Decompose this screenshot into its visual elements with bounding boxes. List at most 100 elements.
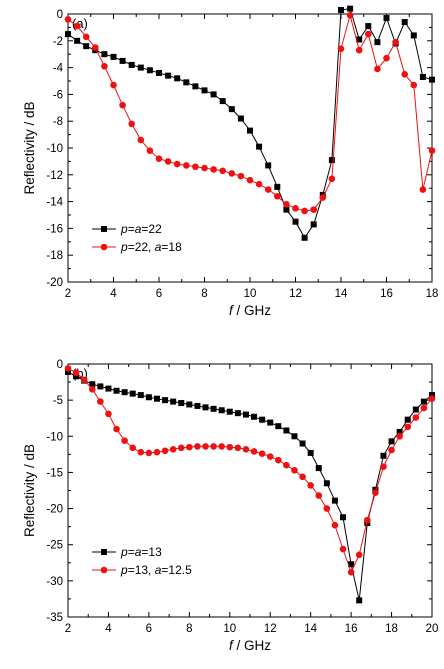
data-point [328,175,336,183]
data-point [283,427,290,434]
data-point [119,101,126,109]
data-point [250,448,258,455]
data-point [201,87,208,94]
data-point [419,73,426,80]
data-point [72,369,80,376]
data-point [210,166,217,173]
data-point [347,568,355,576]
x-tick-label: 16 [345,623,358,635]
data-point [145,449,153,457]
y-tick-label: -8 [53,116,63,128]
x-tick-label: 12 [289,288,302,300]
y-tick-label: -25 [46,540,63,552]
data-point [186,401,193,408]
data-point [301,234,308,241]
data-point [380,463,387,470]
data-point [226,408,233,415]
data-point [129,390,136,397]
data-point [174,75,181,82]
data-point [404,423,412,431]
data-point [396,428,403,435]
data-point [129,444,137,452]
data-point [310,206,318,213]
data-point [201,164,208,172]
x-tick-label: 10 [223,623,236,635]
data-point [283,200,290,208]
data-point [153,395,160,402]
data-point [218,443,225,450]
data-point [80,376,88,384]
data-point [355,46,363,54]
legend-label: p=a=13 [120,545,162,559]
data-point [219,98,226,105]
x-tick-label: 20 [426,623,439,635]
data-point [137,448,145,456]
data-point [234,444,242,452]
data-point [420,404,428,412]
x-tick-label: 2 [65,623,71,635]
data-point [328,157,335,164]
data-point [121,437,128,444]
data-point [210,405,217,412]
data-point [128,61,135,68]
data-point [74,37,81,44]
data-point [83,43,90,50]
y-tick-label: 0 [57,359,63,371]
chart-panel-1: 2 4 6 8 10 12 14 16 18 0 -2 -4 -6 -8 -10 -12 -14 -16 -18 -2… [22,5,438,318]
data-point [121,389,128,396]
data-point [65,368,71,375]
y-tick-label: -2 [53,36,63,48]
data-point [310,221,317,228]
data-point [291,433,298,440]
legend-entry-2: p=22, a=18 [92,240,182,254]
data-point [355,551,363,559]
data-point [365,30,372,38]
data-point [274,183,281,190]
legend-entry-1: p=a=13 [92,545,162,559]
y-tick-label: -15 [46,467,63,479]
x-tick-label: 8 [201,288,207,300]
data-point [228,170,236,177]
data-point [137,136,145,144]
data-point [428,395,436,402]
y-tick-label: -5 [53,395,63,407]
y-tick-label: -14 [46,197,63,209]
data-point [194,402,201,409]
data-point [192,163,199,171]
data-point [299,440,306,447]
data-point [218,407,225,414]
data-point [429,76,435,83]
data-point [101,62,108,70]
legend-marker [100,243,108,251]
data-point [340,514,347,521]
data-point [307,449,314,456]
data-point [338,6,344,13]
data-point [219,167,226,175]
y-tick-label: -10 [46,431,63,443]
y-tick-label: -4 [53,63,64,75]
data-point [64,365,72,372]
data-point [242,411,249,418]
data-point [380,452,387,459]
data-point [299,473,306,481]
x-axis-label: f / GHz [229,303,271,318]
data-point [251,413,258,420]
data-point [92,44,99,51]
data-point [348,561,355,568]
data-point [153,448,161,456]
data-point [275,423,282,430]
series-1 [65,5,435,241]
data-point [420,398,427,405]
x-tick-label: 2 [65,288,71,300]
data-point [275,456,282,464]
data-point [88,386,96,393]
x-tick-label: 4 [105,623,112,635]
data-point [412,414,420,421]
y-tick-label: -35 [46,612,63,624]
data-point [419,186,427,193]
data-point [259,416,266,423]
data-point [246,176,254,184]
x-tick-label: 10 [244,288,257,300]
data-point [319,194,327,201]
